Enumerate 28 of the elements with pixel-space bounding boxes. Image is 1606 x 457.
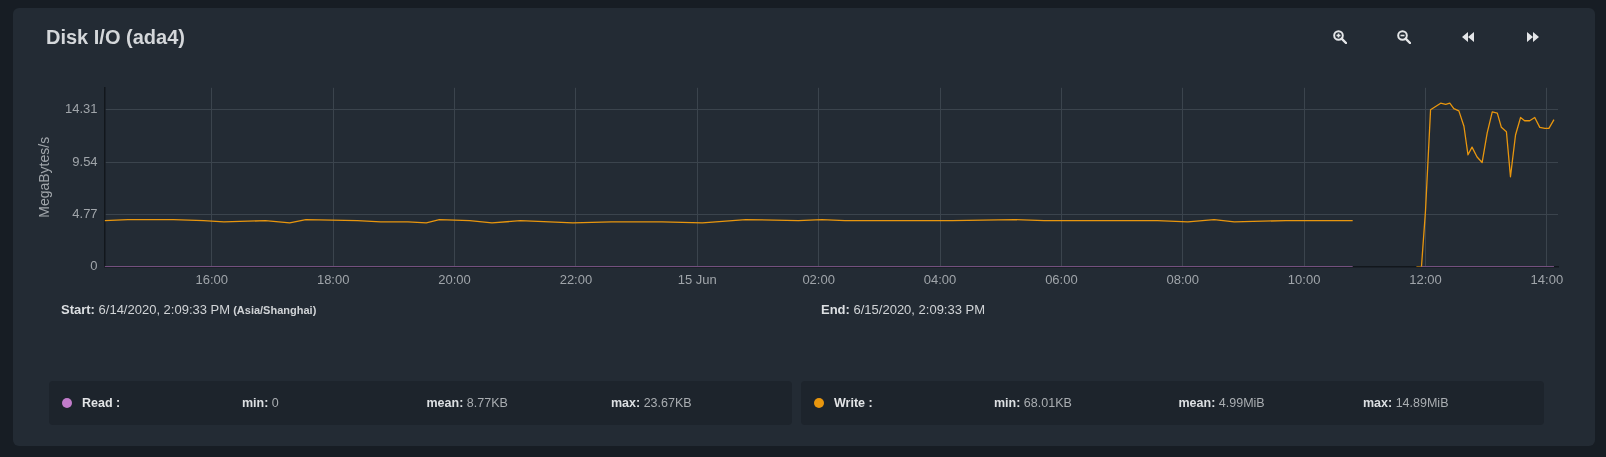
y-tick-label: 0	[90, 258, 98, 274]
legend-label: Read :	[82, 395, 121, 411]
x-tick-label: 02:00	[802, 272, 835, 288]
x-tick-label: 08:00	[1166, 272, 1200, 288]
text: Start: 6/14/2020, 2:09:33 PM (Asia/Shanghai)	[61, 302, 317, 317]
text: mean: 8.77KB	[426, 396, 508, 410]
text: max: 23.67KB	[611, 396, 692, 410]
y-tick-label: 9.54	[72, 153, 98, 169]
x-tick-label: 18:00	[316, 272, 350, 288]
x-tick-label: 16:00	[195, 272, 229, 288]
x-tick-label: 12:00	[1409, 272, 1442, 288]
text: max: 14.89MiB	[1363, 396, 1449, 410]
y-tick-label: 4.77	[72, 206, 98, 221]
text: End: 6/15/2020, 2:09:33 PM	[821, 302, 986, 317]
x-tick-label: 15 Jun	[677, 272, 717, 288]
text: min: 0	[242, 396, 279, 410]
x-tick-label: 14:00	[1530, 272, 1564, 288]
text: mean: 4.99MiB	[1178, 396, 1265, 410]
x-tick-label: 20:00	[438, 272, 471, 288]
text: min: 68.01KB	[994, 396, 1072, 410]
chart-title: Disk I/O (ada4)	[46, 25, 185, 50]
y-axis-title: MegaBytes/s	[36, 136, 53, 218]
x-tick-label: 04:00	[923, 272, 957, 288]
x-tick-label: 22:00	[559, 272, 593, 288]
legend-label: Write :	[834, 395, 873, 411]
x-tick-label: 06:00	[1045, 272, 1078, 288]
y-tick-label: 14.31	[65, 101, 98, 117]
x-tick-label: 10:00	[1287, 272, 1321, 288]
